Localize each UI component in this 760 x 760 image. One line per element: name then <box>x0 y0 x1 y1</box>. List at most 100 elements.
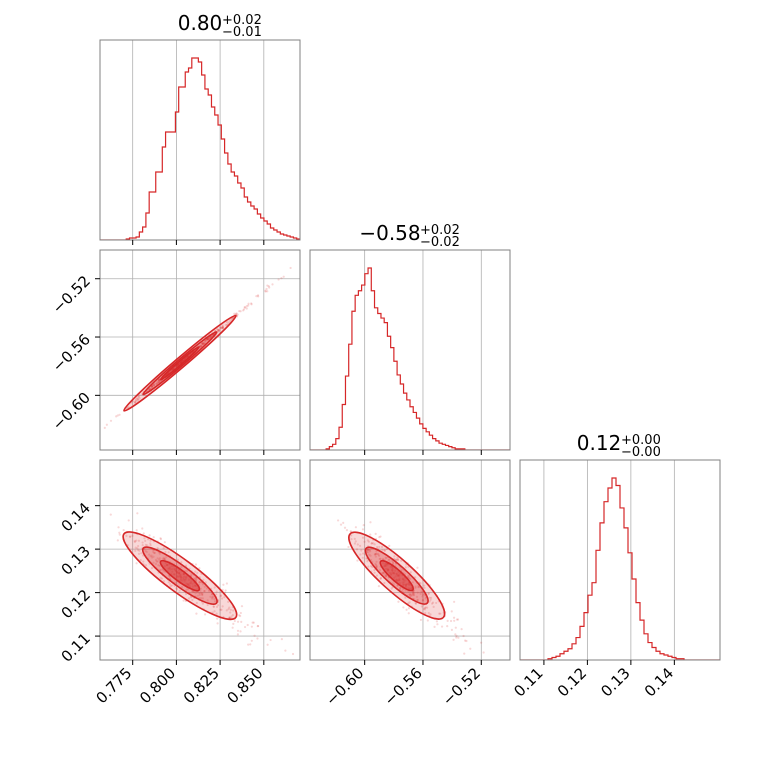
scatter-point <box>245 304 248 308</box>
scatter-point <box>436 623 439 626</box>
scatter-point <box>381 557 385 561</box>
scatter-point <box>206 338 210 341</box>
scatter-point <box>418 585 421 589</box>
scatter-point <box>427 611 430 615</box>
scatter-point <box>150 556 154 559</box>
scatter-point <box>268 286 271 289</box>
scatter-point <box>414 576 417 579</box>
histogram-panel-2 <box>519 459 721 665</box>
x-tick-label: −0.52 <box>439 664 484 709</box>
scatter-point <box>199 345 202 348</box>
scatter-point <box>482 651 485 654</box>
scatter-point <box>129 535 132 538</box>
scatter-point <box>200 345 203 348</box>
scatter-point <box>201 342 204 345</box>
scatter-point <box>361 528 365 531</box>
scatter-point <box>153 551 156 555</box>
scatter-point <box>453 600 456 603</box>
scatter-point <box>135 539 138 542</box>
scatter-point <box>277 278 280 281</box>
scatter-point <box>438 612 441 615</box>
scatter-point <box>367 548 370 552</box>
scatter-point <box>368 553 371 556</box>
scatter-point <box>204 581 207 584</box>
scatter-point <box>221 325 225 328</box>
scatter-point <box>396 558 400 561</box>
scatter-point <box>501 666 503 668</box>
scatter-point <box>240 620 243 624</box>
scatter-point <box>456 618 460 621</box>
contour-level-3 <box>379 559 414 592</box>
scatter-point <box>347 545 350 549</box>
scatter-point <box>148 534 151 537</box>
scatter-point <box>198 581 201 584</box>
scatter-point <box>414 586 417 589</box>
scatter-point <box>207 337 210 340</box>
scatter-point <box>211 334 214 337</box>
panel-frame <box>309 459 511 661</box>
scatter-point <box>404 596 407 599</box>
scatter-point <box>207 337 210 340</box>
panels: 0.775 0.800 0.825 0.850 −0.60 −0.56 −0.52 0.11 0… <box>49 39 721 709</box>
scatter-point <box>395 558 398 561</box>
scatter-point <box>203 341 206 345</box>
scatter-point <box>377 585 381 588</box>
scatter-point <box>217 328 220 331</box>
scatter-point <box>419 582 422 585</box>
scatter-point <box>303 669 305 671</box>
histogram-series <box>520 477 720 660</box>
scatter-point <box>407 576 411 580</box>
y-tick-label: 0.11 <box>58 629 94 665</box>
scatter-point <box>222 583 225 586</box>
scatter-point <box>155 382 158 385</box>
title-param-1: −0.58 <box>359 221 420 245</box>
scatter-point <box>236 313 239 316</box>
scatter-point <box>203 585 206 588</box>
scatter-point <box>235 312 238 315</box>
scatter-point <box>184 564 188 567</box>
panel-frame <box>519 459 721 661</box>
y-tick-label: 0.12 <box>58 586 94 622</box>
scatter-point <box>182 599 185 602</box>
scatter-point <box>162 556 166 559</box>
scatter-point <box>264 290 267 293</box>
scatter-point <box>215 328 219 331</box>
scatter-point <box>139 559 142 562</box>
scatter-point <box>413 591 416 595</box>
scatter-point <box>370 542 373 545</box>
scatter-point <box>256 637 259 640</box>
scatter-point <box>243 625 247 629</box>
scatter-point <box>136 397 139 401</box>
scatter-point <box>215 590 218 593</box>
scatter-point <box>450 628 454 631</box>
scatter-point <box>213 600 217 603</box>
contour-level-3 <box>159 345 200 381</box>
title-param-0-sub: −0.01 <box>222 25 262 40</box>
scatter-point <box>361 556 364 559</box>
scatter-point <box>191 590 194 593</box>
scatter-point <box>154 562 158 566</box>
scatter-point <box>212 605 216 608</box>
scatter-point <box>430 596 433 599</box>
scatter-point <box>196 591 199 594</box>
scatter-point <box>367 540 370 543</box>
scatter-point <box>220 597 224 600</box>
scatter-point <box>144 543 147 546</box>
scatter-point <box>147 538 150 541</box>
scatter-point <box>118 531 121 534</box>
scatter-point <box>239 614 242 618</box>
scatter-point <box>155 560 158 563</box>
scatter-point <box>219 594 222 598</box>
scatter-point <box>217 330 220 333</box>
scatter-point <box>250 639 253 642</box>
scatter-point <box>148 387 151 390</box>
scatter-point <box>232 622 235 625</box>
scatter-layer <box>336 519 503 668</box>
title-param-2-sup: +0.00 <box>621 433 661 448</box>
scatter-panel-0-1 <box>95 249 301 455</box>
scatter-point <box>411 592 414 595</box>
scatter-point <box>454 633 457 636</box>
scatter-point <box>153 382 156 385</box>
scatter-point <box>154 558 157 562</box>
scatter-point <box>156 560 159 563</box>
